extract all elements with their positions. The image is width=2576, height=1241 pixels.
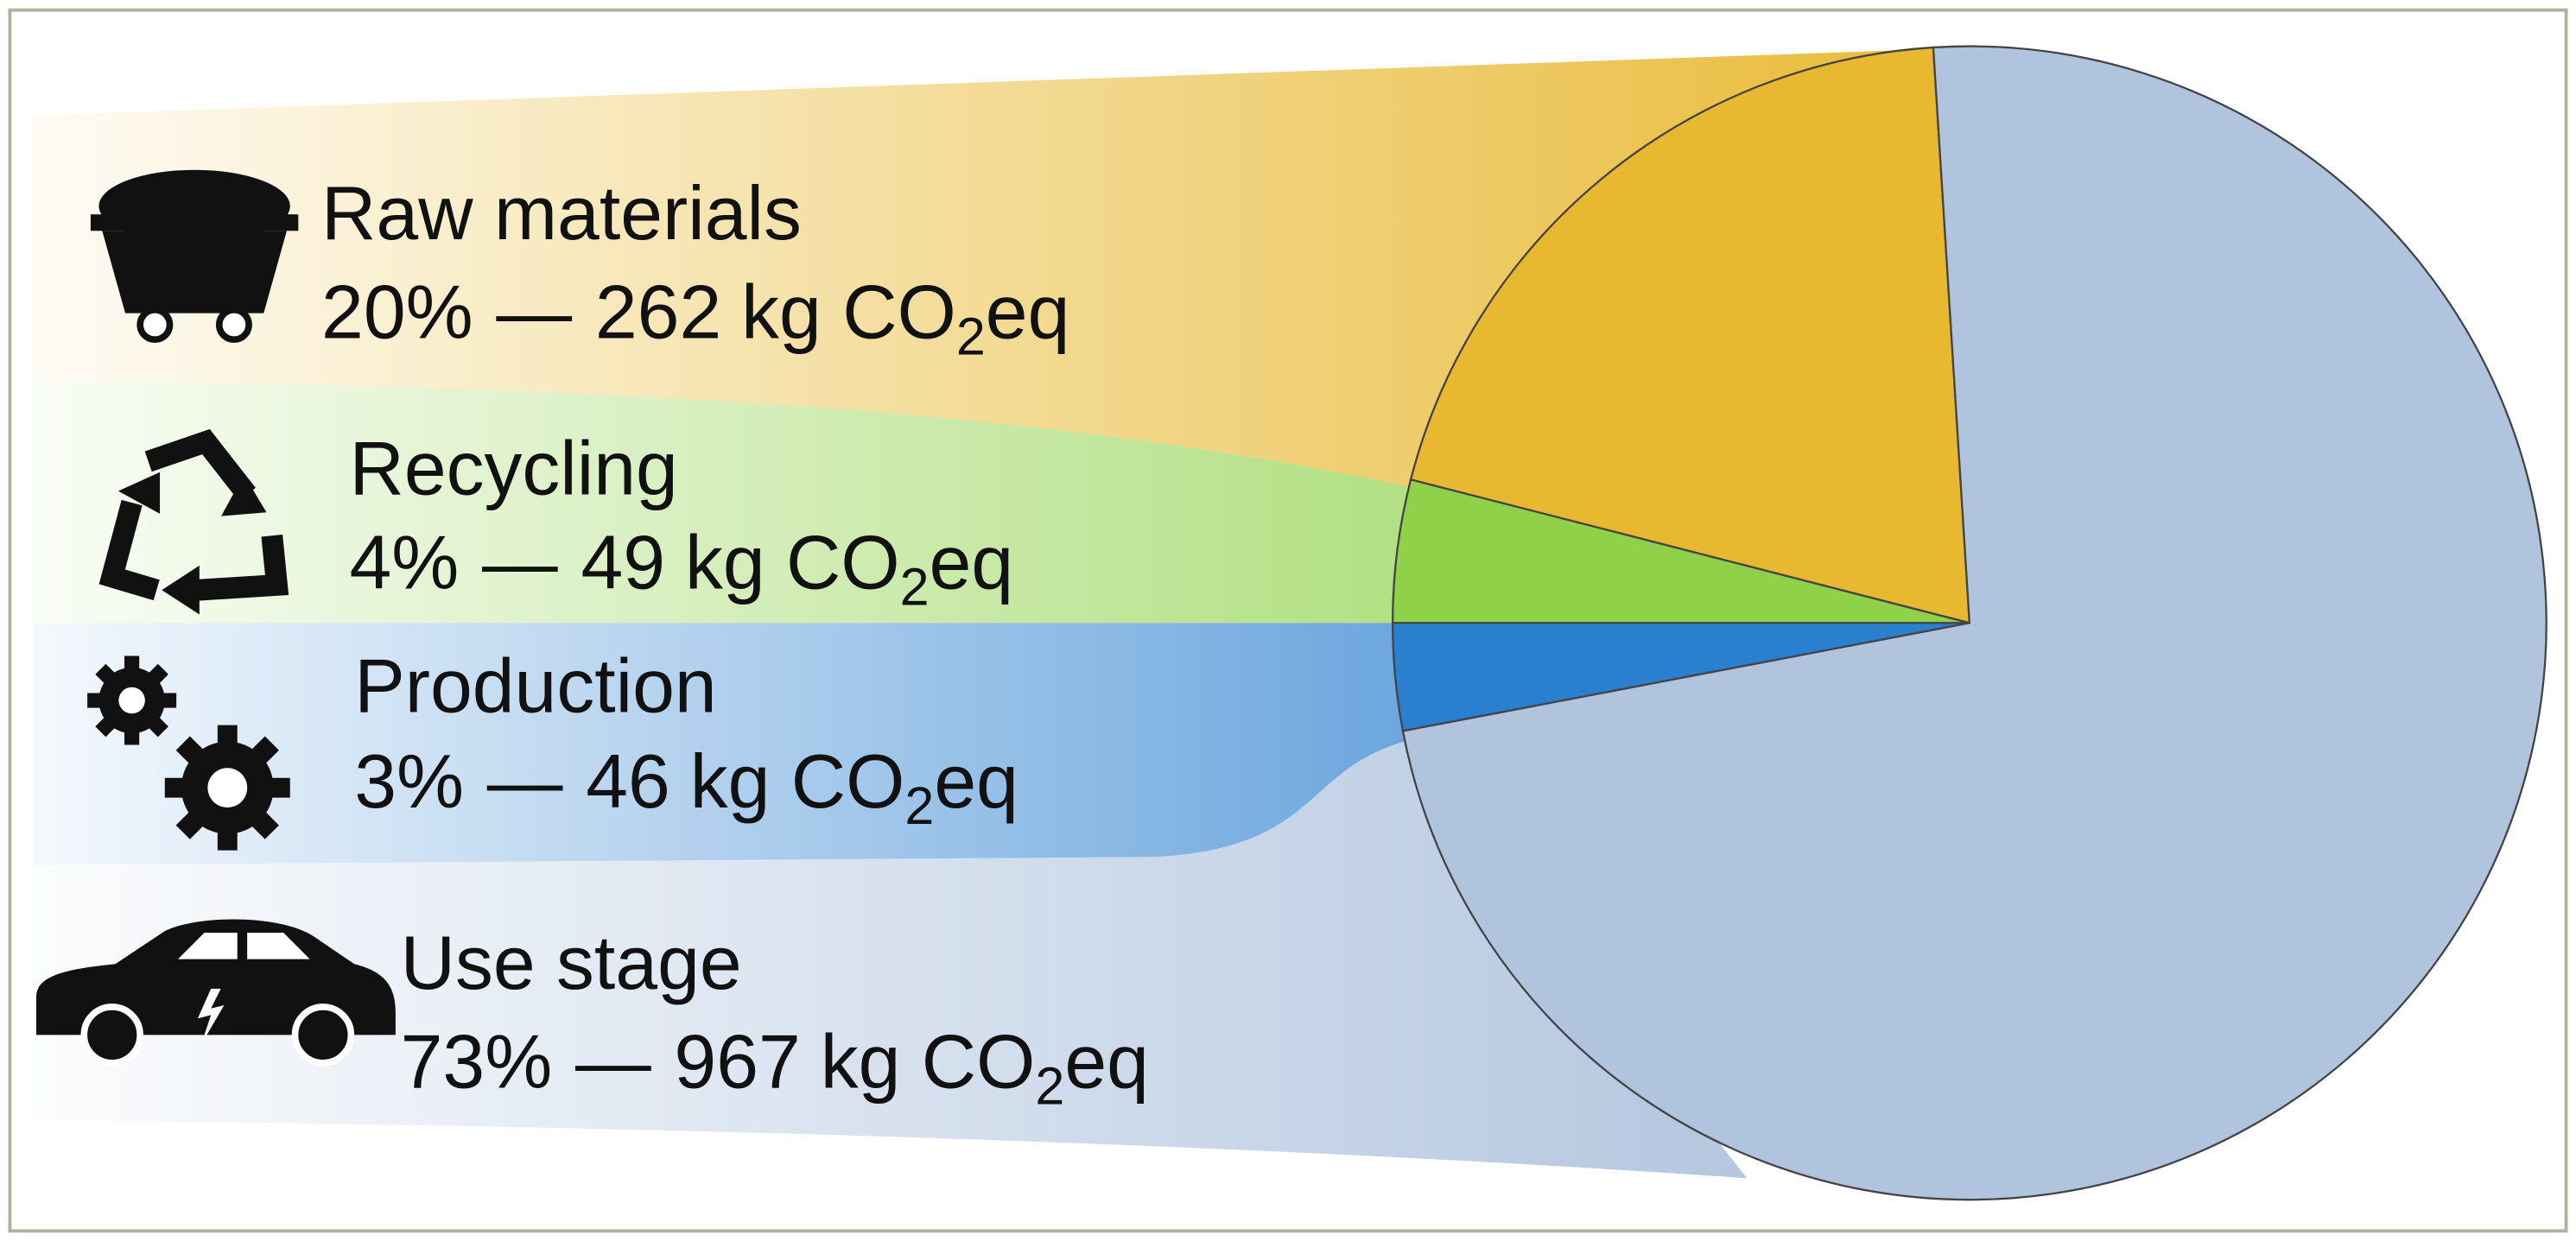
emission-value: 49 xyxy=(581,520,665,605)
unit-subscript: 2 xyxy=(1035,1056,1064,1115)
value-line: 3% — 46 kg CO2eq xyxy=(354,739,1018,835)
percent-label: 3% xyxy=(354,739,464,824)
band xyxy=(33,741,1748,1179)
emission-value: 967 xyxy=(674,1019,800,1104)
unit-suffix: eq xyxy=(1064,1019,1149,1104)
value-line: 20% — 262 kg CO2eq xyxy=(321,269,1069,365)
separator: — xyxy=(575,1019,651,1104)
unit-subscript: 2 xyxy=(900,557,930,616)
value-line: 73% — 967 kg CO2eq xyxy=(401,1019,1149,1115)
car-icon xyxy=(35,919,396,1067)
separator: — xyxy=(496,269,572,354)
unit: kg CO xyxy=(690,739,905,824)
unit-suffix: eq xyxy=(930,520,1014,605)
pie-slice xyxy=(1401,45,2547,1201)
recycle-icon xyxy=(98,428,289,615)
emission-value: 46 xyxy=(586,739,670,824)
cart-icon xyxy=(90,169,299,344)
unit-subscript: 2 xyxy=(956,307,986,365)
separator: — xyxy=(482,520,558,605)
category-label: Raw materials xyxy=(321,171,802,256)
unit-suffix: eq xyxy=(986,269,1070,354)
unit: kg CO xyxy=(741,269,956,354)
separator: — xyxy=(487,739,563,824)
percent-label: 73% xyxy=(401,1019,553,1104)
percent-label: 20% xyxy=(321,269,473,354)
unit: kg CO xyxy=(821,1019,1036,1104)
category-label: Use stage xyxy=(401,921,742,1005)
percent-label: 4% xyxy=(349,520,459,605)
unit-suffix: eq xyxy=(934,739,1018,824)
emission-value: 262 xyxy=(595,269,721,354)
unit: kg CO xyxy=(685,520,900,605)
gears-icon xyxy=(87,655,290,851)
pie-slice xyxy=(1409,46,1971,624)
unit-subscript: 2 xyxy=(904,776,934,835)
frame xyxy=(8,8,2568,1233)
pie xyxy=(1392,45,2547,1201)
category-label: Recycling xyxy=(349,427,677,511)
category-label: Production xyxy=(354,643,717,728)
value-line: 4% — 49 kg CO2eq xyxy=(349,520,1013,616)
